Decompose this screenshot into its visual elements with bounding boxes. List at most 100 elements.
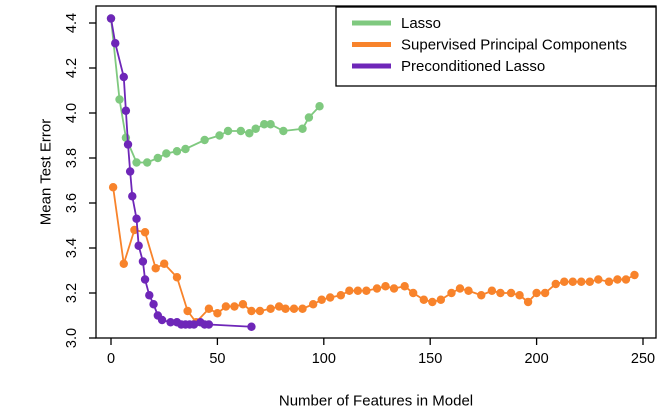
legend-label-supervised-principal-components: Supervised Principal Components [401, 37, 627, 54]
supervised-principal-components-point [447, 288, 456, 298]
legend-label-preconditioned-lasso: Preconditioned Lasso [401, 58, 545, 75]
supervised-principal-components-point [183, 306, 192, 316]
lasso-point [298, 124, 307, 133]
supervised-principal-components-point [230, 302, 239, 311]
lasso-point [279, 126, 288, 136]
preconditioned-lasso-point [138, 257, 148, 266]
supervised-principal-components-point [419, 295, 429, 304]
lasso-point [223, 126, 233, 136]
supervised-principal-components-point [308, 300, 318, 309]
x-tick-label: 0 [107, 351, 115, 367]
supervised-principal-components-point [266, 304, 275, 313]
preconditioned-lasso-point [189, 320, 199, 329]
supervised-principal-components-point [298, 304, 307, 313]
supervised-principal-components-point [477, 291, 486, 300]
lasso-point [142, 158, 152, 167]
supervised-principal-components-point [172, 273, 182, 282]
supervised-principal-components-point [515, 291, 524, 300]
supervised-principal-components-point [336, 291, 346, 300]
lasso-point [162, 149, 171, 158]
lasso-point [251, 124, 260, 133]
supervised-principal-components-point [604, 277, 614, 286]
supervised-principal-components-point [621, 275, 631, 284]
preconditioned-lasso-point [157, 315, 167, 325]
supervised-principal-components-point [585, 277, 594, 286]
lasso-line [110, 18, 321, 164]
preconditioned-lasso-point [119, 72, 128, 82]
supervised-principal-components-point [523, 297, 533, 307]
supervised-principal-components-point [506, 288, 516, 298]
lasso-point [181, 144, 190, 154]
supervised-principal-components-point [630, 270, 639, 280]
supervised-principal-components-point [317, 295, 326, 304]
x-tick-label: 50 [209, 351, 225, 367]
y-tick-label: 4.2 [64, 58, 80, 78]
x-tick-label: 200 [524, 351, 548, 367]
lasso-point [132, 158, 141, 167]
preconditioned-lasso-point [123, 140, 133, 149]
supervised-principal-components-point [289, 304, 299, 313]
legend-label-lasso: Lasso [401, 15, 441, 32]
supervised-principal-components-point [204, 304, 214, 313]
y-tick-label: 4.0 [64, 103, 80, 123]
y-tick-label: 3.4 [64, 238, 80, 258]
supervised-principal-components-point [353, 286, 363, 295]
preconditioned-lasso-point [134, 241, 143, 250]
supervised-principal-components-point [568, 277, 577, 286]
x-axis-title: Number of Features in Model [278, 392, 474, 410]
supervised-principal-components-point [487, 286, 497, 295]
y-tick-label: 4.4 [64, 13, 80, 33]
supervised-principal-components-point [247, 306, 256, 316]
preconditioned-lasso-point [125, 167, 135, 176]
supervised-principal-components-point [560, 277, 569, 286]
supervised-principal-components-point [160, 259, 169, 268]
supervised-principal-components-point [532, 288, 541, 298]
supervised-principal-components-point [345, 286, 354, 295]
lasso-point [304, 113, 314, 122]
preconditioned-lasso-point [145, 291, 154, 300]
legend: Lasso Supervised Principal Components Prec… [335, 6, 657, 87]
y-tick-label: 3.8 [64, 148, 80, 168]
supervised-principal-components-point [577, 277, 586, 286]
supervised-principal-components-point [496, 288, 505, 298]
supervised-principal-components-point [151, 264, 160, 273]
y-axis-title: Mean Test Error [37, 118, 55, 226]
supervised-principal-components-point [540, 288, 550, 298]
lasso-point [172, 147, 182, 156]
preconditioned-lasso-point [204, 320, 214, 329]
supervised-principal-components-point [594, 275, 603, 284]
supervised-principal-components-point [372, 284, 382, 293]
supervised-principal-components-point [281, 304, 290, 313]
supervised-principal-components-point [119, 259, 128, 268]
supervised-principal-components-point [613, 275, 622, 284]
lasso-point [315, 102, 324, 111]
preconditioned-lasso-point [140, 275, 150, 284]
x-tick-label: 150 [418, 351, 442, 367]
supervised-principal-components-point [325, 293, 335, 302]
lasso-point [266, 120, 275, 129]
lasso-point [260, 120, 269, 129]
preconditioned-lasso-point [128, 192, 137, 201]
preconditioned-lasso-point [106, 14, 116, 23]
lasso-point [236, 126, 246, 136]
x-tick-label: 250 [631, 351, 655, 367]
supervised-principal-components-point [428, 297, 437, 307]
lasso-point [245, 129, 254, 138]
supervised-principal-components-point [436, 295, 446, 304]
preconditioned-lasso-point [132, 214, 141, 223]
supervised-principal-components-point [238, 300, 248, 309]
supervised-principal-components-point [140, 228, 150, 237]
lasso-point [200, 135, 209, 145]
supervised-principal-components-point [221, 302, 231, 311]
y-tick-label: 3.0 [64, 328, 80, 348]
preconditioned-lasso-point [111, 39, 120, 48]
supervised-principal-components-point [108, 183, 118, 192]
preconditioned-lasso-point [149, 300, 158, 309]
supervised-principal-components-point [213, 309, 222, 318]
lasso-point [153, 153, 163, 163]
supervised-principal-components-point [400, 282, 409, 291]
lasso-point [215, 131, 224, 140]
supervised-principal-components-point [381, 282, 390, 291]
